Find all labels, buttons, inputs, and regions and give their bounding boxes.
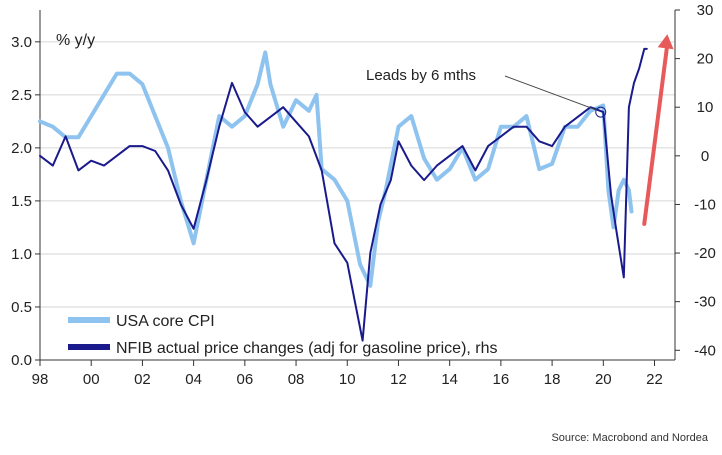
x-tick-label-1: 00	[83, 371, 100, 388]
y-left-tick-label-3: 1.5	[11, 193, 32, 210]
trend-arrow-shaft	[642, 42, 670, 226]
y-right-tick-label-1: -30	[694, 294, 716, 311]
x-tick-label-0: 98	[32, 371, 49, 388]
x-tick-label-12: 22	[646, 371, 663, 388]
x-tick-label-3: 04	[185, 371, 202, 388]
y-left-unit-label: % y/y	[56, 32, 95, 49]
x-tick-label-4: 06	[236, 371, 253, 388]
legend-label-cpi: USA core CPI	[116, 313, 215, 330]
y-left-tick-label-1: 0.5	[11, 299, 32, 316]
y-left-tick-label-2: 1.0	[11, 246, 32, 263]
y-left-tick-label-0: 0.0	[11, 352, 32, 369]
annotation-pointer	[504, 75, 597, 111]
legend-label-nfib: NFIB actual price changes (adj for gasol…	[116, 340, 498, 357]
y-right-tick-label-4: 0	[701, 148, 709, 165]
y-right-tick-label-0: -40	[694, 342, 716, 359]
x-tick-label-5: 08	[288, 371, 305, 388]
legend-swatch-nfib	[68, 344, 110, 350]
y-right-tick-label-2: -20	[694, 245, 716, 262]
x-tick-label-9: 16	[493, 371, 510, 388]
y-left-tick-label-6: 3.0	[11, 34, 32, 51]
y-left-tick-label-4: 2.0	[11, 140, 32, 157]
series-line-0	[38, 50, 634, 288]
x-tick-label-2: 02	[134, 371, 151, 388]
legend-swatch-cpi	[68, 317, 110, 323]
annotation-circle	[595, 106, 607, 118]
y-right-tick-label-5: 10	[697, 99, 714, 116]
source-note: Source: Macrobond and Nordea	[551, 432, 708, 444]
x-tick-label-11: 20	[595, 371, 612, 388]
y-right-tick-label-7: 30	[697, 2, 714, 19]
series-line-1	[39, 47, 648, 342]
x-tick-label-10: 18	[544, 371, 561, 388]
plot-area	[40, 10, 675, 360]
trend-arrow-head	[657, 34, 674, 50]
y-right-tick-label-6: 20	[697, 51, 714, 68]
y-left-tick-label-5: 2.5	[11, 87, 32, 104]
x-tick-label-8: 14	[441, 371, 458, 388]
y-right-tick-label-3: -10	[694, 196, 716, 213]
x-tick-label-6: 10	[339, 371, 356, 388]
x-tick-label-7: 12	[390, 371, 407, 388]
annotation-leads: Leads by 6 mths	[366, 67, 476, 84]
